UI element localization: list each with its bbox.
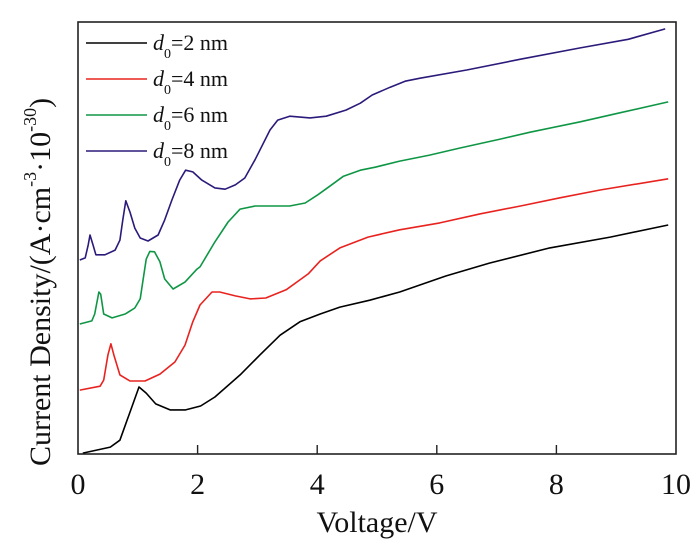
y-axis-title-sup1: -3 bbox=[20, 172, 40, 187]
legend-item: d0=2 nm bbox=[86, 30, 228, 62]
y-axis-title-sup2: -30 bbox=[20, 108, 40, 132]
legend-label: d0=2 nm bbox=[153, 30, 228, 62]
y-axis-title-main: Current Density/(A·cm bbox=[24, 187, 57, 466]
legend-label: d0=4 nm bbox=[153, 66, 228, 98]
series-line-1 bbox=[82, 224, 669, 454]
x-tick-label: 8 bbox=[549, 468, 564, 501]
y-axis-title: Current Density/(A·cm-3·10-30) bbox=[20, 98, 57, 466]
y-axis-title-end: ) bbox=[24, 98, 57, 108]
series-line-4 bbox=[79, 28, 666, 261]
legend-item: d0=8 nm bbox=[86, 138, 228, 170]
series-layer bbox=[79, 28, 669, 454]
y-axis-title-mid: ·10 bbox=[24, 132, 57, 172]
y-axis-title-group: Current Density/(A·cm-3·10-30) bbox=[20, 98, 57, 466]
x-tick-label: 2 bbox=[190, 468, 205, 501]
x-tick-label: 4 bbox=[310, 468, 325, 501]
legend: d0=2 nm d0=4 nm d0=6 nm d0=8 nm bbox=[86, 30, 228, 170]
x-axis: 0 2 4 6 8 10 bbox=[71, 445, 691, 501]
x-axis-title: Voltage/V bbox=[316, 506, 437, 539]
x-tick-label: 0 bbox=[71, 468, 86, 501]
legend-label: d0=8 nm bbox=[153, 138, 228, 170]
series-line-2 bbox=[79, 178, 669, 391]
legend-label: d0=6 nm bbox=[153, 102, 228, 134]
x-tick-label: 10 bbox=[661, 468, 691, 501]
legend-item: d0=4 nm bbox=[86, 66, 228, 98]
x-tick-label: 6 bbox=[429, 468, 444, 501]
plot-frame bbox=[77, 21, 677, 455]
series-line-3 bbox=[79, 101, 669, 325]
legend-item: d0=6 nm bbox=[86, 102, 228, 134]
